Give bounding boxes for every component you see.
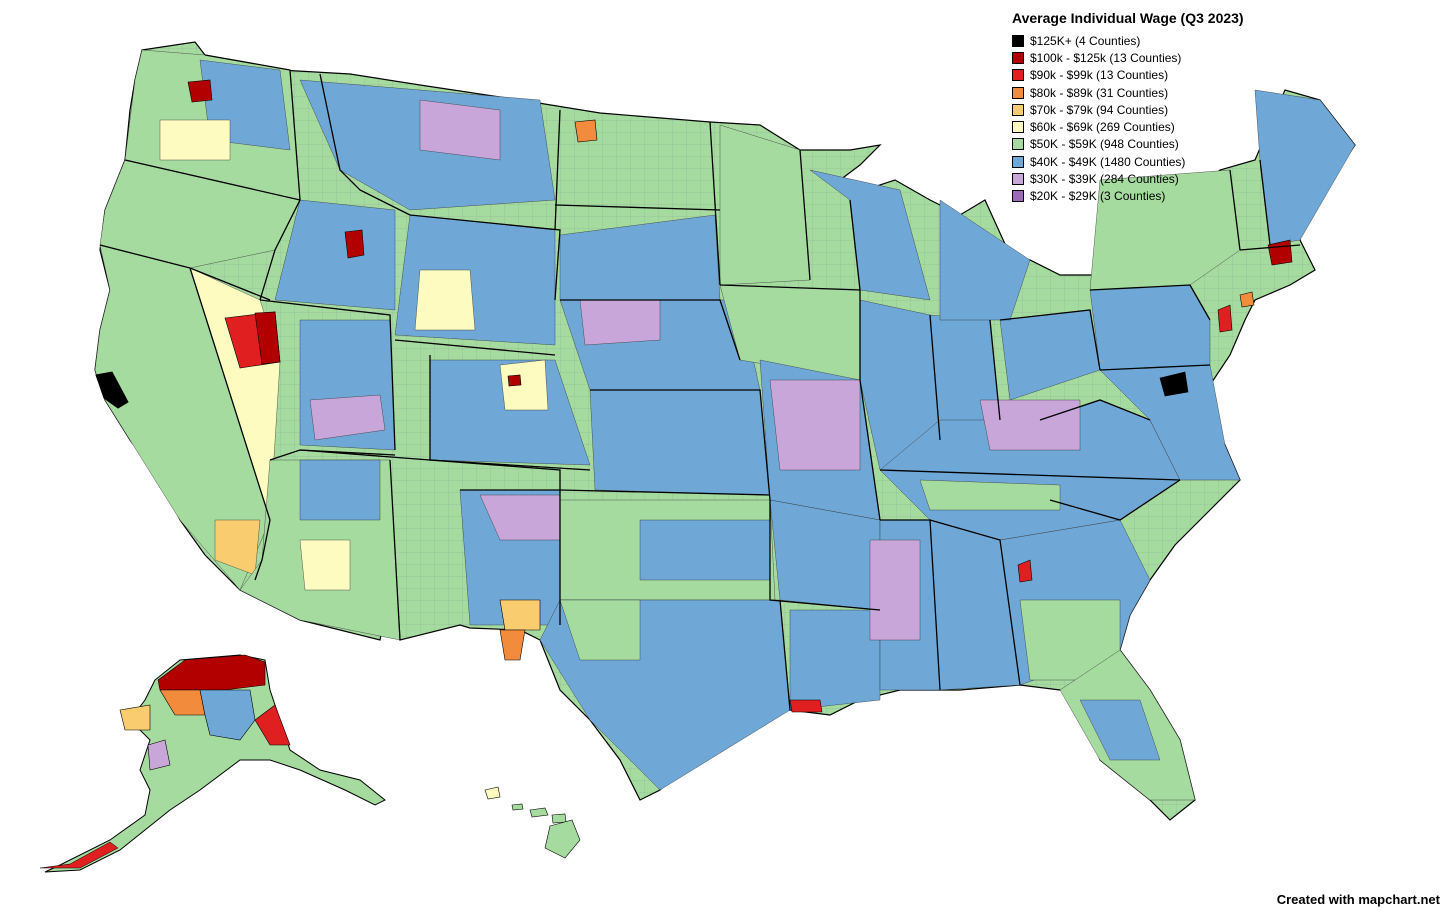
legend-label: $125K+ (4 Counties) bbox=[1030, 33, 1141, 48]
county-color-region bbox=[299, 459, 381, 521]
legend-swatch bbox=[1012, 86, 1024, 99]
high-wage-county bbox=[789, 699, 823, 713]
legend-item: $80k - $89k (31 Counties) bbox=[1012, 84, 1272, 101]
high-wage-county bbox=[574, 119, 598, 143]
legend-swatch bbox=[1012, 173, 1024, 186]
legend-label: $100k - $125k (13 Counties) bbox=[1030, 50, 1182, 65]
county-color-region bbox=[769, 379, 861, 471]
legend-swatch bbox=[1012, 103, 1024, 116]
legend-label: $60k - $69k (269 Counties) bbox=[1030, 120, 1175, 135]
county-color-region bbox=[299, 539, 351, 591]
legend-swatch bbox=[1012, 190, 1024, 203]
legend-swatch bbox=[1012, 69, 1024, 82]
state-borders bbox=[99, 54, 1301, 711]
county-color-regions bbox=[94, 49, 1356, 801]
alaska-southwest-purple bbox=[147, 739, 171, 771]
legend-swatch bbox=[1012, 34, 1024, 47]
county-color-region bbox=[589, 389, 771, 496]
hawaii bbox=[484, 786, 581, 859]
legend-swatch bbox=[1012, 138, 1024, 151]
county-color-region bbox=[159, 119, 231, 161]
alaska-east-red bbox=[254, 704, 291, 746]
county-color-region bbox=[579, 299, 661, 346]
legend-swatch bbox=[1012, 51, 1024, 64]
high-wage-county bbox=[1239, 291, 1255, 308]
legend-label: $40K - $49K (1480 Counties) bbox=[1030, 154, 1186, 169]
county-color-region bbox=[809, 169, 931, 301]
high-wage-county bbox=[499, 599, 541, 631]
county-color-region bbox=[869, 539, 921, 641]
high-wage-county bbox=[1017, 559, 1033, 583]
legend-item: $30K - $39K (284 Counties) bbox=[1012, 170, 1272, 187]
alaska-north-slope bbox=[157, 654, 266, 691]
county-color-region bbox=[309, 394, 386, 441]
county-color-region bbox=[919, 479, 1061, 511]
bay-area-highest-wage bbox=[95, 371, 129, 409]
county-color-region bbox=[559, 599, 641, 661]
legend-item: $40K - $49K (1480 Counties) bbox=[1012, 153, 1272, 170]
county-color-region bbox=[1089, 169, 1241, 291]
legend-item: $70k - $79k (94 Counties) bbox=[1012, 101, 1272, 118]
credit-text: Created with mapchart.net bbox=[1276, 892, 1440, 907]
legend: Average Individual Wage (Q3 2023) $125K+… bbox=[1012, 10, 1272, 205]
county-color-region bbox=[719, 124, 811, 286]
legend-item: $100k - $125k (13 Counties) bbox=[1012, 49, 1272, 66]
county-color-region bbox=[419, 99, 501, 161]
legend-item: $60k - $69k (269 Counties) bbox=[1012, 118, 1272, 135]
county-color-region bbox=[1089, 284, 1211, 371]
legend-label: $50K - $59K (948 Counties) bbox=[1030, 137, 1179, 152]
legend-item: $50K - $59K (948 Counties) bbox=[1012, 136, 1272, 153]
county-color-region bbox=[939, 199, 1031, 321]
legend-item: $90k - $99k (13 Counties) bbox=[1012, 67, 1272, 84]
high-wage-county bbox=[1159, 371, 1189, 397]
alaska-southwest-yellow bbox=[119, 704, 151, 731]
legend-label: $20K - $29K (3 Counties) bbox=[1030, 189, 1166, 204]
legend-label: $80k - $89k (31 Counties) bbox=[1030, 85, 1169, 100]
county-color-region bbox=[414, 269, 476, 331]
legend-title: Average Individual Wage (Q3 2023) bbox=[1012, 10, 1244, 26]
high-wage-county bbox=[344, 229, 365, 259]
county-color-region bbox=[499, 359, 549, 411]
county-color-region bbox=[789, 609, 881, 711]
legend-item: $20K - $29K (3 Counties) bbox=[1012, 188, 1272, 205]
high-wage-county bbox=[507, 374, 522, 387]
legend-label: $70k - $79k (94 Counties) bbox=[1030, 102, 1169, 117]
county-color-region bbox=[274, 199, 396, 311]
nevada-darkred-county bbox=[254, 311, 281, 365]
high-wage-county bbox=[1217, 304, 1233, 333]
legend-label: $90k - $99k (13 Counties) bbox=[1030, 68, 1169, 83]
legend-item: $125K+ (4 Counties) bbox=[1012, 32, 1272, 49]
legend-items: $125K+ (4 Counties) $100k - $125k (13 Cou… bbox=[1012, 32, 1272, 205]
legend-swatch bbox=[1012, 121, 1024, 134]
alaska-interior-blue bbox=[199, 689, 256, 741]
alaska-aleutian-red bbox=[39, 841, 119, 869]
county-color-region bbox=[639, 519, 771, 581]
legend-label: $30K - $39K (284 Counties) bbox=[1030, 172, 1179, 187]
county-color-region bbox=[1079, 699, 1161, 761]
high-wage-county bbox=[187, 79, 213, 103]
county-color-region bbox=[979, 399, 1081, 451]
legend-swatch bbox=[1012, 155, 1024, 168]
high-wage-county bbox=[499, 629, 526, 661]
